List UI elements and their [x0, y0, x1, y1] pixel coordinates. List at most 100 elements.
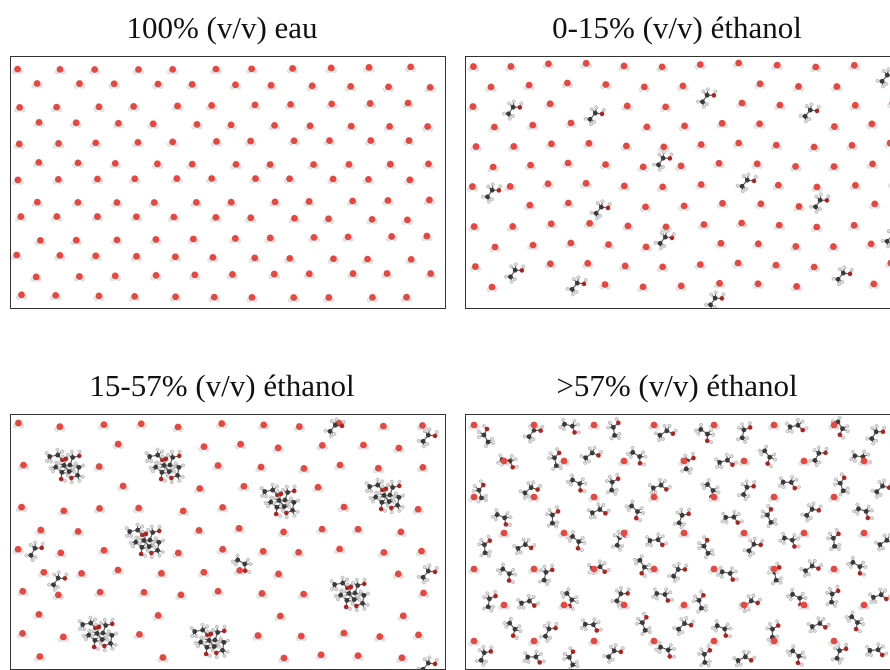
water-molecule-icon [52, 140, 65, 149]
water-molecule-icon [381, 270, 393, 279]
water-molecule-icon [284, 254, 296, 264]
ethanol-molecule-icon [605, 472, 621, 496]
water-molecule-icon [639, 203, 652, 212]
water-molecule-icon [638, 83, 650, 92]
water-molecule-icon [98, 421, 110, 430]
ethanol-molecule-icon [589, 199, 612, 221]
water-molecule-icon [31, 198, 43, 208]
water-molecule-icon [265, 81, 277, 91]
water-molecule-icon [363, 64, 375, 73]
water-molecule-icon [580, 59, 592, 69]
water-molecule-icon [342, 233, 354, 242]
water-molecule-icon [561, 79, 573, 89]
ethanol-molecule-icon [868, 587, 890, 604]
ethanol-molecule-icon [558, 418, 581, 435]
water-molecule-icon [770, 141, 782, 151]
water-molecule-icon [54, 423, 66, 432]
water-molecule-icon [177, 507, 189, 516]
water-molecule-icon [33, 118, 45, 128]
water-molecule-icon [618, 182, 630, 191]
water-molecule-icon [252, 632, 264, 641]
ethanol-molecule-icon [667, 561, 689, 583]
water-molecule-icon [395, 528, 407, 537]
ethanol-molecule-icon [732, 649, 757, 668]
water-molecule-icon [713, 279, 726, 289]
water-molecule-icon [89, 66, 101, 75]
ethanol-molecule-icon [231, 553, 253, 574]
ethanol-molecule-icon [539, 621, 559, 643]
water-molecule-icon [768, 421, 780, 431]
water-molecule-icon [15, 213, 27, 222]
water-molecule-icon [588, 637, 600, 647]
water-molecule-icon [583, 139, 595, 149]
water-molecule-icon [175, 591, 187, 600]
ethanol-molecule-icon [645, 532, 669, 548]
water-molecule-icon [637, 283, 649, 292]
water-molecule-icon [544, 100, 556, 109]
water-molecule-icon [505, 63, 517, 72]
ethanol-molecule-icon [545, 505, 561, 529]
water-molecule-icon [90, 139, 102, 148]
water-molecule-icon [257, 547, 269, 557]
water-molecule-icon [264, 161, 276, 170]
ethanol-molecule-icon [704, 290, 726, 308]
water-molecule-icon [150, 236, 162, 245]
water-molecule-icon [771, 61, 783, 71]
water-molecule-icon [112, 119, 125, 129]
water-molecule-icon [288, 214, 301, 224]
water-molecule-icon [295, 632, 307, 642]
water-molecule-icon [424, 83, 436, 93]
water-molecule-icon [466, 183, 479, 192]
water-molecule-icon [858, 601, 870, 611]
water-molecule-icon [327, 255, 340, 264]
water-molecule-icon [716, 119, 728, 129]
ethanol-molecule-icon [672, 507, 691, 530]
water-molecule-icon [167, 138, 179, 147]
water-molecule-icon [14, 103, 26, 113]
water-molecule-icon [73, 80, 86, 89]
ethanol-molecule-icon [602, 643, 625, 664]
water-molecule-icon [207, 253, 219, 263]
ethanol-molecule-icon [736, 421, 753, 444]
water-molecule-icon [858, 457, 870, 466]
water-molecule-icon [507, 223, 519, 232]
ethanol-molecule-icon [512, 537, 537, 556]
water-molecule-icon [316, 442, 328, 451]
water-molecule-icon [210, 138, 223, 147]
water-molecule-icon [323, 137, 336, 146]
water-molecule-icon [487, 163, 499, 172]
ethanol-molecule-icon [522, 649, 546, 665]
ethanol-molecule-icon [368, 490, 390, 513]
ethanol-molecule-icon [579, 445, 604, 465]
water-molecule-icon [212, 587, 224, 597]
water-molecule-icon [17, 587, 29, 597]
water-molecule-icon [618, 457, 630, 466]
ethanol-molecule-icon [697, 644, 713, 668]
water-molecule-icon [17, 461, 30, 471]
water-molecule-icon [15, 503, 28, 513]
water-molecule-icon [798, 601, 810, 611]
ethanol-molecule-icon [735, 172, 758, 194]
water-molecule-icon [789, 163, 802, 172]
water-molecule-icon [186, 160, 198, 170]
water-molecule-icon [93, 292, 105, 301]
water-molecule-icon [155, 569, 168, 579]
water-molecule-icon [54, 251, 66, 261]
water-molecule-icon [357, 441, 370, 450]
ethanol-molecule-icon [800, 501, 823, 523]
water-molecule-icon [132, 66, 145, 75]
water-molecule-icon [736, 99, 748, 109]
water-molecule-icon [75, 569, 88, 579]
ethanol-molecule-icon [169, 461, 185, 485]
water-molecule-icon [713, 159, 725, 169]
water-molecule-icon [94, 588, 106, 598]
water-molecule-icon [736, 219, 748, 229]
water-molecule-icon [284, 100, 297, 110]
water-molecule-icon [169, 293, 182, 302]
water-molecule-icon [274, 612, 286, 621]
water-molecule-icon [168, 213, 180, 222]
water-molecule-icon [152, 612, 164, 621]
water-molecule-icon [562, 159, 574, 169]
water-molecule-icon [278, 654, 290, 663]
water-molecule-icon [467, 63, 480, 72]
